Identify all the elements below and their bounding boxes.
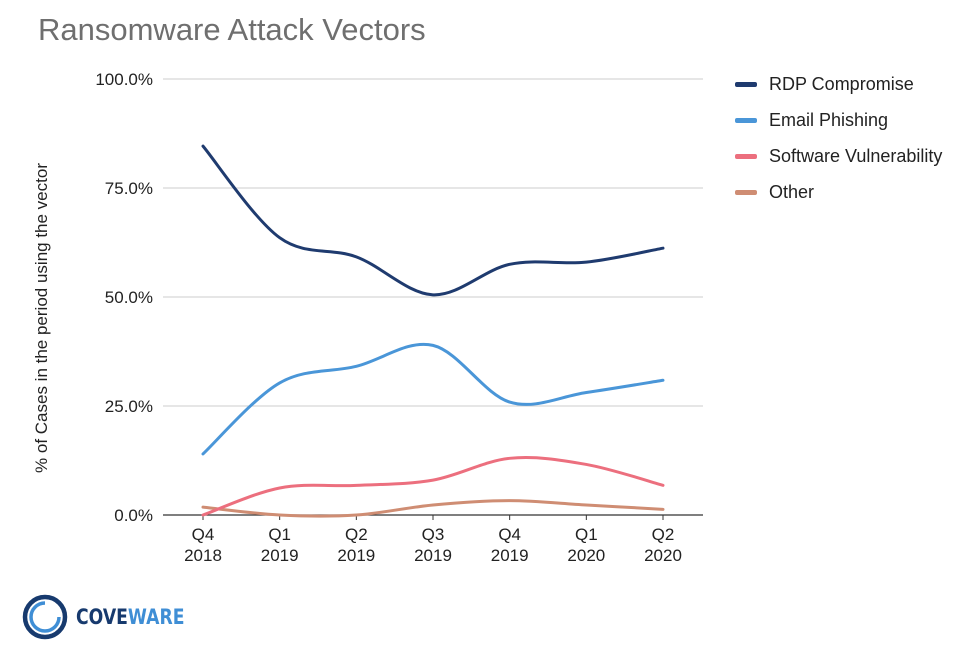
series-line-email-phishing [201,342,665,456]
x-tick-label: Q2 [652,525,675,544]
x-tick-label: 2019 [491,546,529,565]
x-tick-label: 2019 [261,546,299,565]
legend-item-email-phishing: Email Phishing [735,102,970,138]
legend-item-rdp-compromise: RDP Compromise [735,66,970,102]
legend-swatch [735,81,757,87]
y-tick-label: 75.0% [105,179,153,198]
series-line-rdp-compromise [201,144,665,297]
legend-item-other: Other [735,174,970,210]
coveware-logo-mark [22,594,68,640]
x-tick-label: 2020 [567,546,605,565]
x-tick-label: 2019 [414,546,452,565]
y-tick-label: 25.0% [105,397,153,416]
x-tick-label: 2020 [644,546,682,565]
logo-text-ware: WARE [127,605,185,629]
y-tick-label: 0.0% [114,506,153,525]
y-tick-label: 50.0% [105,288,153,307]
x-tick-label: Q4 [498,525,521,544]
series-line-other [201,499,665,518]
x-tick-label: Q1 [575,525,598,544]
x-tick-label: 2018 [184,546,222,565]
x-tick-label: Q1 [268,525,291,544]
legend: RDP Compromise Email Phishing Software Vul… [735,66,970,210]
chart-title: Ransomware Attack Vectors [38,12,426,47]
y-tick-label: 100.0% [95,70,153,89]
legend-label: Software Vulnerability [769,145,943,166]
legend-item-software-vulnerability: Software Vulnerability [735,138,970,174]
x-tick-label: Q2 [345,525,368,544]
legend-swatch [735,117,757,123]
legend-swatch [735,189,757,195]
legend-swatch [735,153,757,159]
legend-label: Other [769,181,815,202]
x-tick-label: Q4 [192,525,215,544]
logo-text-cove: COVE [76,605,128,629]
coveware-logo: COVEWARE [22,594,208,640]
legend-label: Email Phishing [769,109,889,130]
x-tick-label: Q3 [422,525,445,544]
coveware-logo-text: COVEWARE [76,605,184,629]
y-axis-label: % of Cases in the period using the vecto… [32,163,51,473]
legend-label: RDP Compromise [769,73,914,94]
x-tick-label: 2019 [337,546,375,565]
